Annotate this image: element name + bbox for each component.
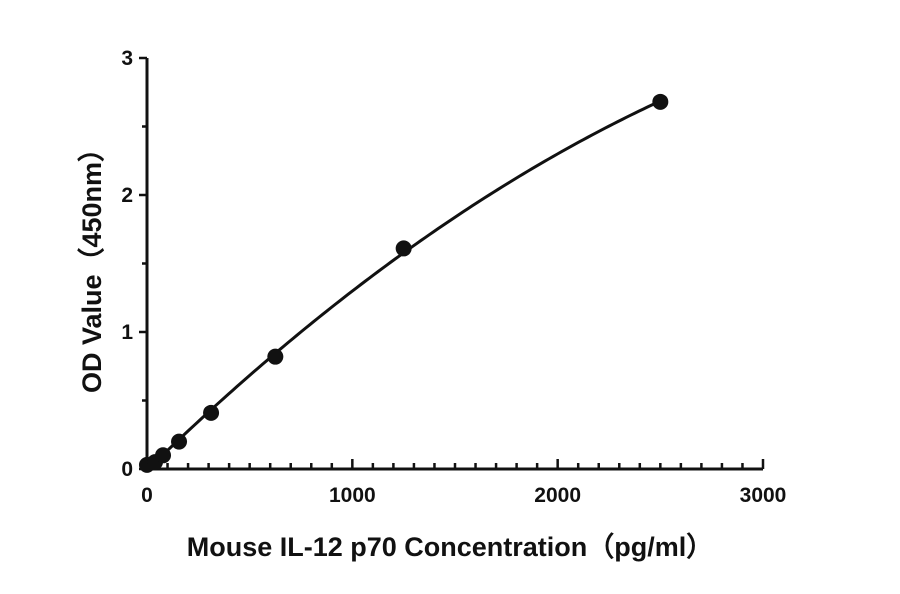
data-points — [139, 93, 669, 473]
y-tick-label: 1 — [121, 321, 133, 344]
y-tick-label: 0 — [121, 458, 133, 481]
y-tick-label: 3 — [121, 47, 133, 70]
data-point — [652, 93, 669, 110]
y-tick-label: 2 — [121, 184, 133, 207]
x-tick-label: 0 — [141, 484, 153, 507]
data-point — [267, 348, 284, 365]
data-point — [395, 240, 412, 257]
x-tick-label: 3000 — [740, 484, 787, 507]
fit-curve — [145, 99, 661, 472]
y-axis-title: OD Value（450nm） — [77, 135, 107, 393]
x-axis-ticks: 0 1000 2000 3000 — [141, 459, 786, 507]
x-tick-label: 2000 — [534, 484, 581, 507]
x-tick-label: 1000 — [329, 484, 376, 507]
y-axis-ticks: 0 1 2 3 — [121, 47, 147, 481]
x-axis-title: Mouse IL-12 p70 Concentration（pg/ml） — [187, 532, 714, 562]
data-point — [171, 433, 188, 450]
data-point — [203, 404, 220, 421]
data-point — [155, 447, 172, 464]
